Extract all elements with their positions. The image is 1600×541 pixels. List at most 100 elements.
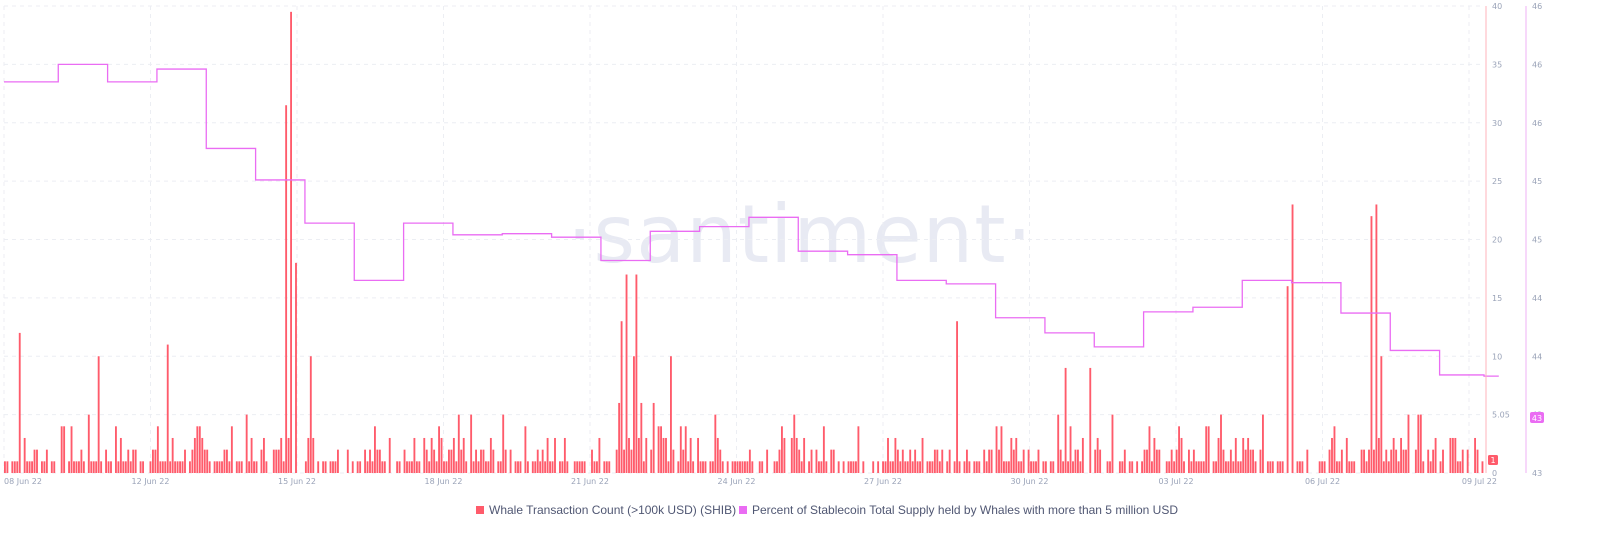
bar — [201, 437, 204, 473]
bar — [1153, 437, 1156, 473]
bar — [1052, 461, 1055, 473]
bar — [670, 356, 672, 473]
bar — [388, 437, 391, 473]
bar — [628, 437, 630, 473]
bar — [1338, 461, 1341, 473]
bar — [482, 449, 485, 473]
bar — [445, 461, 448, 473]
bar — [948, 449, 951, 473]
bar — [519, 461, 522, 473]
bar — [975, 461, 978, 473]
bar — [1422, 461, 1425, 473]
bar — [324, 461, 327, 473]
bar — [485, 461, 487, 473]
bar — [366, 461, 369, 473]
bar — [778, 449, 781, 473]
bar — [990, 449, 993, 473]
bar — [1141, 461, 1143, 473]
legend-label: Whale Transaction Count (>100k USD) (SHI… — [489, 503, 736, 517]
bar — [235, 461, 238, 473]
bar — [1197, 461, 1200, 473]
bar — [221, 461, 223, 473]
bar — [164, 461, 167, 473]
bar — [872, 461, 875, 473]
bar — [1387, 461, 1390, 473]
bar — [166, 344, 169, 473]
current-value-badges: 1 43 — [1488, 412, 1544, 465]
bar — [1077, 449, 1079, 473]
y-axis-left: 0 5.05 10 15 20 25 30 35 40 — [1485, 2, 1510, 478]
bar — [633, 356, 635, 473]
bar — [901, 449, 904, 473]
bar — [795, 437, 798, 473]
x-tick-label: 18 Jun 22 — [425, 477, 463, 486]
bar — [719, 449, 722, 473]
bar — [97, 356, 100, 473]
bar — [11, 461, 14, 473]
y-right-tick-label: 45 — [1532, 177, 1542, 186]
bar — [1081, 437, 1084, 473]
bar — [1007, 461, 1010, 473]
bar — [216, 461, 218, 473]
bar — [793, 414, 796, 473]
bar — [452, 437, 455, 473]
x-tick-label: 12 Jun 22 — [132, 477, 170, 486]
bar — [1414, 449, 1417, 473]
y-right-tick-label: 46 — [1532, 2, 1542, 11]
bar — [1123, 449, 1126, 473]
y-right-tick-label: 44 — [1532, 294, 1542, 303]
bar — [45, 449, 48, 473]
bar — [514, 461, 517, 473]
bar — [884, 461, 887, 473]
bar — [272, 449, 275, 473]
bar — [726, 461, 729, 473]
bar — [1385, 449, 1388, 473]
bar — [978, 461, 981, 473]
bar — [1094, 449, 1097, 473]
bar — [1207, 426, 1210, 473]
y-left-tick-label: 5.05 — [1492, 411, 1510, 420]
bar — [119, 437, 122, 473]
bar — [1155, 449, 1158, 473]
bar — [1227, 461, 1230, 473]
bar — [1057, 414, 1060, 473]
bar — [1350, 461, 1353, 473]
bar — [371, 461, 374, 473]
bar — [383, 461, 386, 473]
bar — [677, 461, 680, 473]
bar — [526, 461, 529, 473]
bar — [852, 461, 855, 473]
bar — [413, 437, 416, 473]
bar — [1175, 449, 1178, 473]
bar — [1252, 449, 1254, 473]
x-tick-label: 03 Jul 22 — [1158, 477, 1193, 486]
bar — [1466, 449, 1469, 473]
x-tick-label: 08 Jun 22 — [4, 477, 42, 486]
bar — [1192, 449, 1195, 473]
bar — [825, 461, 828, 473]
bar — [734, 461, 736, 473]
bar — [1239, 461, 1242, 473]
bar — [1353, 461, 1356, 473]
bar — [1419, 414, 1422, 473]
bar — [682, 449, 685, 473]
bar — [230, 426, 233, 473]
bar — [460, 449, 463, 473]
bar — [110, 461, 112, 473]
bar — [808, 461, 810, 473]
bar — [704, 461, 707, 473]
bar — [761, 461, 764, 473]
bar — [1360, 449, 1363, 473]
bar — [820, 461, 823, 473]
bar — [398, 461, 401, 473]
bar — [50, 461, 53, 473]
bar-value-badge-text: 1 — [1490, 456, 1495, 465]
bar — [206, 449, 209, 473]
y-left-tick-label: 0 — [1492, 469, 1497, 478]
bar — [465, 461, 468, 473]
bar — [536, 449, 539, 473]
bar — [995, 426, 998, 473]
bar — [1032, 461, 1035, 473]
bar — [497, 461, 500, 473]
